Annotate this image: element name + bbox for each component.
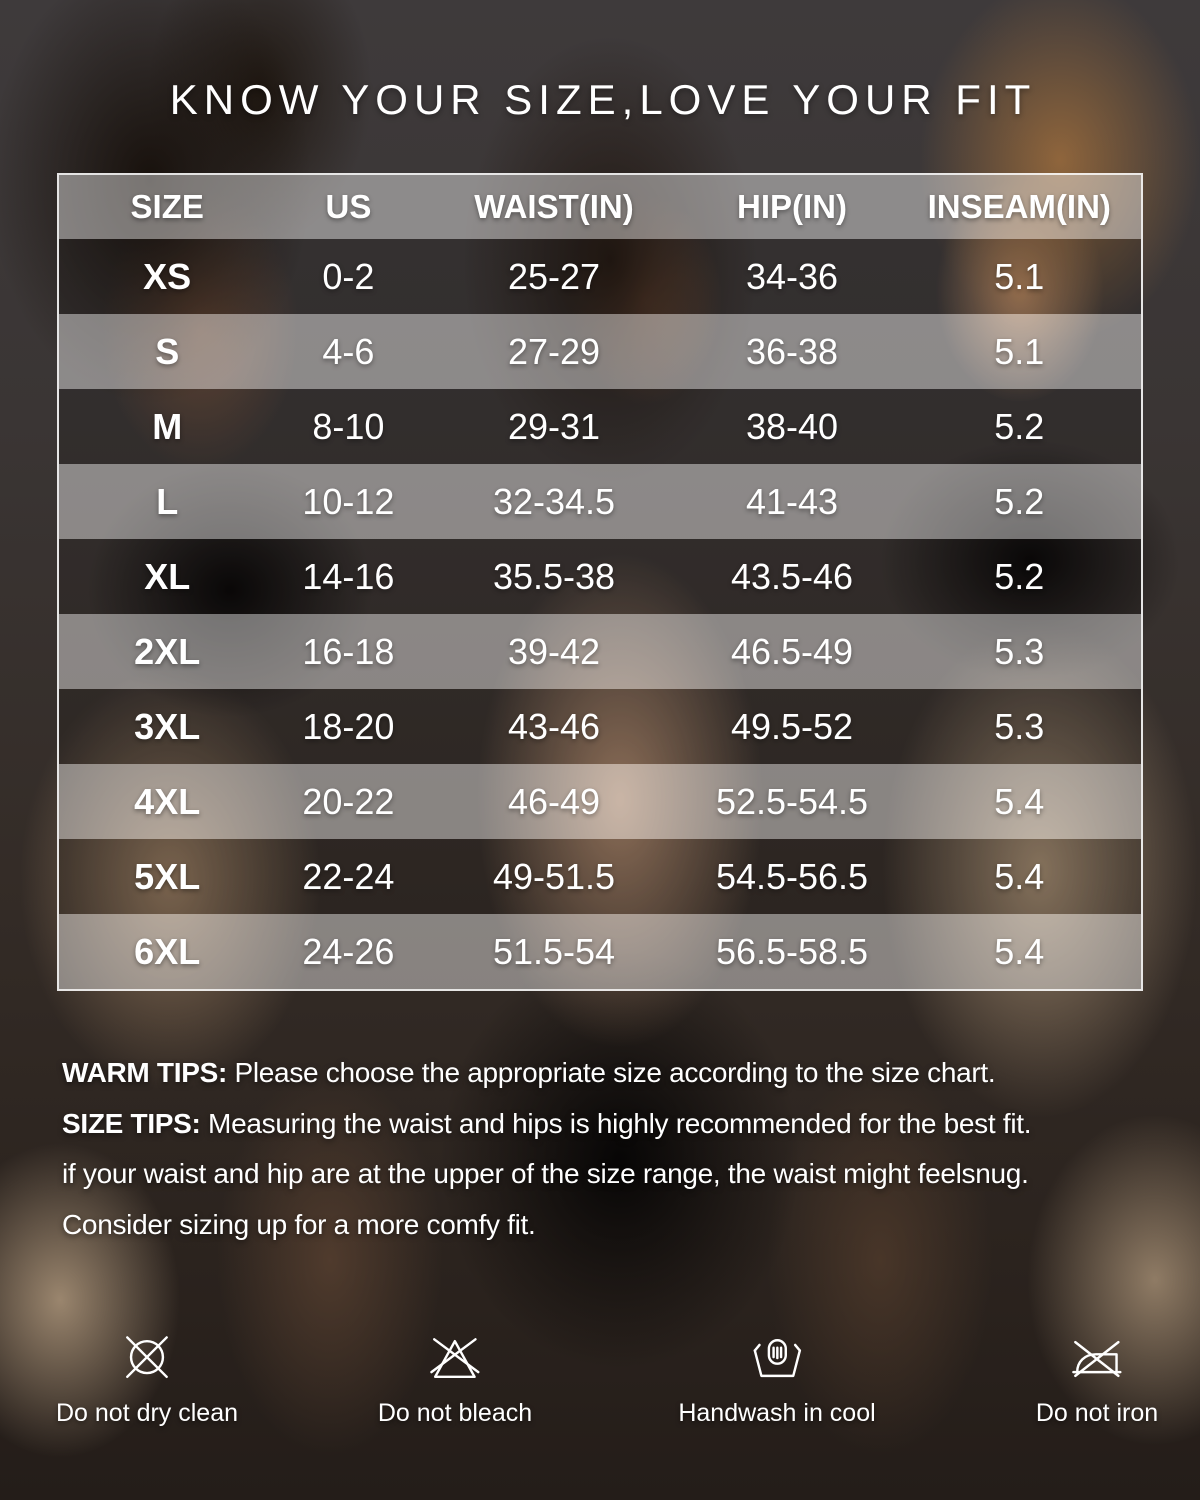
table-row-2xl: 2XL 16-18 39-42 46.5-49 5.3 xyxy=(59,614,1141,689)
cell-us: 16-18 xyxy=(302,630,395,672)
table-row-xs: XS 0-2 25-27 34-36 5.1 xyxy=(59,239,1141,314)
cell-hip: 46.5-49 xyxy=(730,630,854,672)
cell-size: S xyxy=(155,330,180,372)
cell-waist: 49-51.5 xyxy=(492,855,616,897)
cell-waist: 35.5-38 xyxy=(492,555,616,597)
cell-hip: 49.5-52 xyxy=(730,705,854,747)
cell-us: 22-24 xyxy=(302,855,395,897)
cell-hip: 34-36 xyxy=(745,255,839,297)
table-row-xl: XL 14-16 35.5-38 43.5-46 5.2 xyxy=(59,539,1141,614)
cell-us: 14-16 xyxy=(302,555,395,597)
cell-hip: 36-38 xyxy=(745,330,839,372)
cell-waist: 51.5-54 xyxy=(492,930,616,972)
cell-hip: 56.5-58.5 xyxy=(715,930,869,972)
column-header-us: US xyxy=(325,188,372,225)
table-row-5xl: 5XL 22-24 49-51.5 54.5-56.5 5.4 xyxy=(59,839,1141,914)
cell-hip: 38-40 xyxy=(745,405,839,447)
cell-waist: 46-49 xyxy=(507,780,601,822)
cell-waist: 39-42 xyxy=(507,630,601,672)
cell-us: 10-12 xyxy=(302,480,395,522)
cell-us: 20-22 xyxy=(302,780,395,822)
cell-inseam: 5.3 xyxy=(994,630,1045,672)
cell-size: 6XL xyxy=(134,930,201,972)
care-item-bleach: Do not bleach xyxy=(378,1328,532,1428)
cell-size: 2XL xyxy=(134,630,201,672)
table-row-m: M 8-10 29-31 38-40 5.2 xyxy=(59,389,1141,464)
cell-us: 0-2 xyxy=(322,255,375,297)
cell-size: 5XL xyxy=(134,855,201,897)
cell-waist: 25-27 xyxy=(507,255,601,297)
cell-us: 24-26 xyxy=(302,930,395,972)
tips-block: WARM TIPS: Please choose the appropriate… xyxy=(62,1048,1152,1250)
cell-size: 3XL xyxy=(134,705,201,747)
column-header-waist: WAIST(IN) xyxy=(474,188,634,225)
cell-inseam: 5.2 xyxy=(994,405,1045,447)
cell-hip: 41-43 xyxy=(745,480,839,522)
size-tips-text: Measuring the waist and hips is highly r… xyxy=(200,1107,1032,1139)
cell-inseam: 5.3 xyxy=(994,705,1045,747)
size-tips-line-3: Consider sizing up for a more comfy fit. xyxy=(62,1208,536,1240)
warm-tips-line: WARM TIPS: Please choose the appropriate… xyxy=(62,1048,1152,1099)
cell-inseam: 5.1 xyxy=(994,255,1045,297)
cell-us: 18-20 xyxy=(302,705,395,747)
column-header-inseam: INSEAM(IN) xyxy=(927,188,1111,225)
care-label: Do not bleach xyxy=(377,1399,533,1427)
cell-hip: 52.5-54.5 xyxy=(715,780,869,822)
cell-hip: 43.5-46 xyxy=(730,555,854,597)
care-item-iron: Do not iron xyxy=(1036,1328,1158,1428)
cell-inseam: 5.1 xyxy=(994,330,1045,372)
do-not-bleach-icon xyxy=(430,1338,480,1379)
size-tips-line-2: if your waist and hip are at the upper o… xyxy=(62,1158,1029,1189)
do-not-dry-clean-icon xyxy=(126,1336,168,1379)
size-table: SIZE US WAIST(IN) HIP(IN) INSEAM(IN) XS … xyxy=(57,173,1143,991)
table-row-s: S 4-6 27-29 36-38 5.1 xyxy=(59,314,1141,389)
care-item-dry-clean: Do not dry clean xyxy=(56,1328,238,1428)
cell-waist: 27-29 xyxy=(507,330,601,372)
cell-us: 4-6 xyxy=(322,330,375,372)
care-item-handwash: Handwash in cool xyxy=(678,1328,876,1428)
table-row-l: L 10-12 32-34.5 41-43 5.2 xyxy=(59,464,1141,539)
cell-size: 4XL xyxy=(134,780,201,822)
cell-inseam: 5.2 xyxy=(994,555,1045,597)
cell-hip: 54.5-56.5 xyxy=(715,855,869,897)
table-row-4xl: 4XL 20-22 46-49 52.5-54.5 5.4 xyxy=(59,764,1141,839)
cell-size: L xyxy=(156,480,179,522)
cell-size: XL xyxy=(144,555,191,597)
cell-waist: 43-46 xyxy=(507,705,601,747)
cell-us: 8-10 xyxy=(312,405,385,447)
cell-waist: 32-34.5 xyxy=(492,480,616,522)
size-tips-label: SIZE TIPS: xyxy=(62,1107,201,1139)
cell-waist: 29-31 xyxy=(507,405,601,447)
table-row-6xl: 6XL 24-26 51.5-54 56.5-58.5 5.4 xyxy=(59,914,1141,989)
care-instructions: Do not dry clean Do not bleach Handwash … xyxy=(0,1328,1200,1458)
cell-size: XS xyxy=(143,255,192,297)
cell-size: M xyxy=(152,405,183,447)
warm-tips-label: WARM TIPS: xyxy=(62,1057,227,1088)
cell-inseam: 5.2 xyxy=(994,480,1045,522)
do-not-iron-icon xyxy=(1072,1340,1122,1378)
care-label: Do not dry clean xyxy=(55,1399,239,1427)
care-label: Do not iron xyxy=(1035,1399,1159,1427)
cell-inseam: 5.4 xyxy=(994,780,1045,822)
column-header-hip: HIP(IN) xyxy=(737,188,848,225)
page-title: KNOW YOUR SIZE,LOVE YOUR FIT xyxy=(169,76,1037,123)
size-tips-line: SIZE TIPS: Measuring the waist and hips … xyxy=(62,1099,1152,1150)
cell-inseam: 5.4 xyxy=(994,930,1045,972)
warm-tips-text: Please choose the appropriate size accor… xyxy=(227,1057,996,1088)
column-header-size: SIZE xyxy=(130,188,204,225)
care-label: Handwash in cool xyxy=(678,1399,876,1427)
handwash-icon xyxy=(753,1339,801,1378)
table-header-row: SIZE US WAIST(IN) HIP(IN) INSEAM(IN) xyxy=(59,175,1141,239)
table-row-3xl: 3XL 18-20 43-46 49.5-52 5.3 xyxy=(59,689,1141,764)
cell-inseam: 5.4 xyxy=(994,855,1045,897)
